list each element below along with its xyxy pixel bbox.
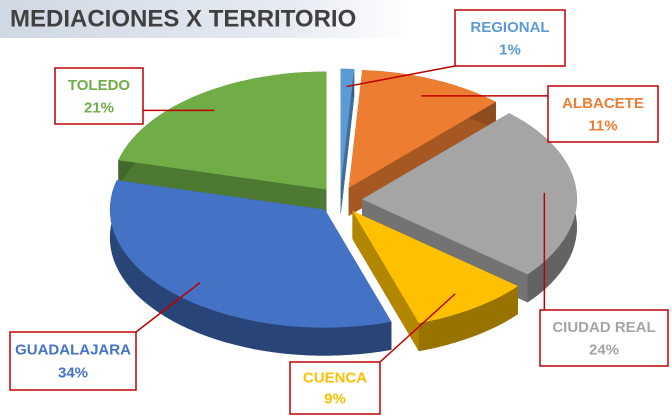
- category-label: ALBACETE: [562, 95, 644, 112]
- label-box: [539, 309, 669, 367]
- category-label: CUENCA: [303, 370, 367, 387]
- value-label: 24%: [589, 341, 619, 358]
- value-label: 1%: [499, 41, 521, 58]
- title-background: [0, 0, 410, 38]
- labels: REGIONAL 1% ALBACETE 11% CIUDAD REAL 24% CUENC…: [9, 9, 669, 415]
- label-box: [54, 67, 144, 125]
- label-box: [9, 331, 137, 391]
- chart-title: MEDIACIONES X TERRITORIO: [10, 5, 356, 32]
- slice: [362, 113, 577, 275]
- value-label: 21%: [84, 99, 114, 116]
- value-label: 11%: [588, 117, 617, 134]
- leader-line: [135, 282, 201, 333]
- label-box: [547, 85, 659, 143]
- slice-side: [352, 210, 419, 352]
- category-label: REGIONAL: [470, 19, 549, 36]
- category-label: GUADALAJARA: [15, 342, 131, 359]
- slice: [109, 180, 392, 328]
- slice: [118, 71, 327, 190]
- value-label: 34%: [58, 365, 88, 382]
- slice: [348, 70, 496, 188]
- label-box: [454, 9, 566, 67]
- slice: [340, 68, 355, 187]
- category-label: TOLEDO: [68, 77, 131, 94]
- slice-wall: [418, 286, 518, 352]
- leader-line: [346, 65, 456, 88]
- slice: [352, 210, 518, 324]
- value-label: 9%: [324, 390, 346, 407]
- leader-line: [379, 293, 456, 363]
- label-box: [289, 361, 381, 415]
- slice-wall: [109, 180, 392, 356]
- category-label: CIUDAD REAL: [552, 319, 655, 336]
- slice-side: [340, 69, 355, 215]
- pie: [109, 68, 577, 356]
